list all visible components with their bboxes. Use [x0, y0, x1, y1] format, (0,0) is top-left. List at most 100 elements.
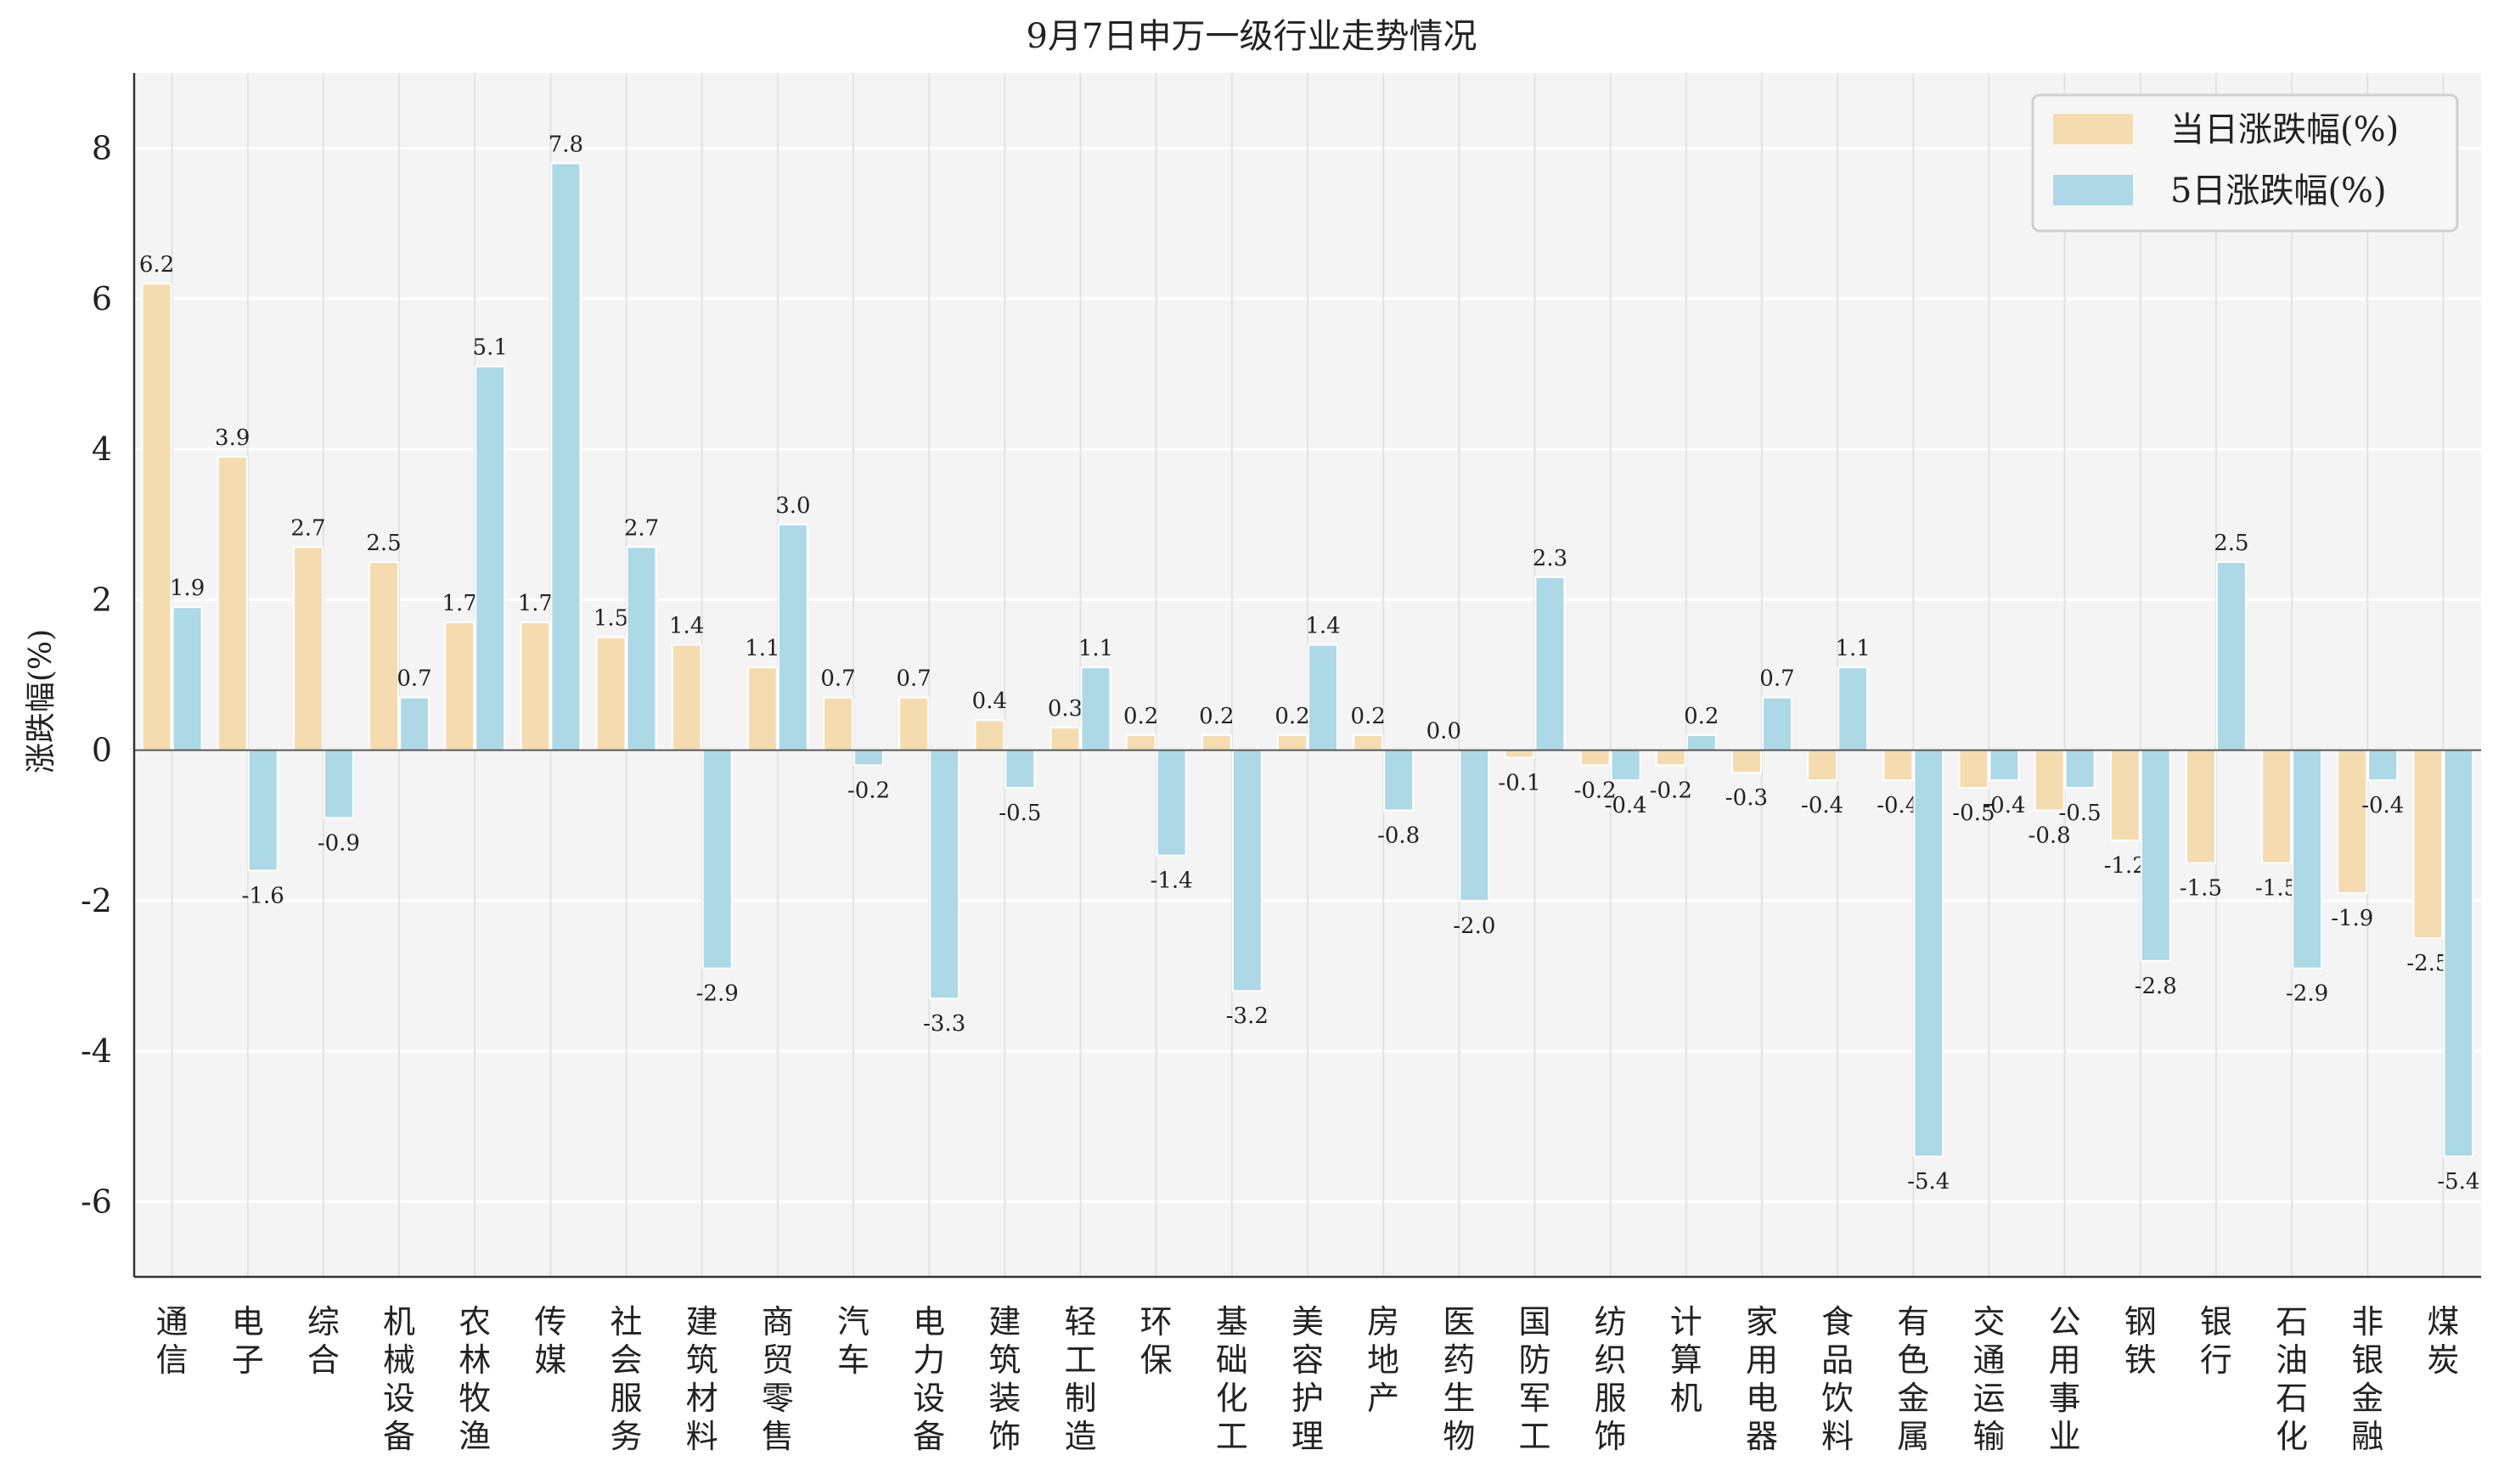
- x-tick-label: 社会服务: [611, 1303, 643, 1455]
- bar-daily: [1201, 734, 1232, 751]
- data-label: 1.1: [745, 636, 779, 661]
- bar-daily: [2337, 749, 2368, 895]
- data-label: -0.4: [2361, 793, 2404, 818]
- bar-daily: [1579, 749, 1611, 767]
- x-tick-label: 综合: [307, 1303, 340, 1379]
- data-label: 5.1: [473, 335, 508, 361]
- bar-5day: [2367, 749, 2399, 782]
- data-label: 1.5: [594, 606, 628, 632]
- data-label: -0.5: [999, 801, 1041, 826]
- bar-5day: [1913, 749, 1944, 1158]
- x-tick-label: 电力设备: [913, 1303, 945, 1455]
- data-label: -1.9: [2331, 906, 2373, 931]
- data-label: 1.4: [1305, 614, 1340, 639]
- data-label: 0.7: [820, 666, 855, 692]
- bar-daily: [823, 696, 854, 751]
- bar-5day: [1837, 666, 1869, 751]
- y-tick-label: -2: [81, 882, 112, 919]
- data-label: 0.0: [1426, 719, 1461, 745]
- bar-daily: [2412, 749, 2444, 940]
- x-tick-label: 公用事业: [2049, 1303, 2081, 1455]
- data-label: 2.7: [624, 515, 659, 541]
- x-tick-label: 钢铁: [2124, 1303, 2157, 1379]
- x-tick-label: 汽车: [837, 1303, 869, 1379]
- data-label: -0.5: [1952, 801, 1995, 826]
- data-label: -5.4: [2437, 1169, 2479, 1195]
- data-label: -0.9: [318, 830, 360, 856]
- bar-5day: [1383, 749, 1415, 812]
- x-tick-label: 商贸零售: [762, 1303, 794, 1455]
- bar-daily: [1882, 749, 1914, 782]
- x-tick-label: 电子: [232, 1303, 264, 1379]
- data-label: 0.7: [897, 666, 931, 692]
- data-label: 2.3: [1533, 546, 1567, 571]
- data-label: 1.4: [669, 614, 704, 639]
- bar-5day: [1685, 734, 1717, 751]
- bar-5day: [1534, 576, 1566, 751]
- bar-daily: [2109, 749, 2141, 841]
- legend-label: 5日涨跌幅(%): [2170, 171, 2387, 211]
- bar-5day: [247, 749, 279, 872]
- plot-area: -6 -4 -2 0 2 4 6 8 6.2 1.9 3.9 -1.6 2.7 -0.9 2.5 0.7 1.7…: [81, 73, 2481, 1455]
- bar-daily: [1655, 749, 1686, 767]
- data-label: 0.2: [1684, 704, 1719, 729]
- bar-5day: [2064, 749, 2096, 789]
- data-label: 0.2: [1275, 704, 1309, 729]
- x-tick-label: 建筑装饰: [988, 1303, 1021, 1455]
- bar-daily: [1277, 734, 1308, 751]
- y-tick-label: 0: [92, 732, 112, 769]
- x-tick-label: 美容护理: [1291, 1303, 1324, 1455]
- data-label: -2.0: [1453, 913, 1495, 939]
- bar-5day: [550, 162, 582, 751]
- data-label: -2.9: [2286, 981, 2328, 1007]
- data-label: -0.4: [1605, 793, 1647, 818]
- bar-5day: [2443, 749, 2474, 1158]
- x-tick-label: 银行: [2200, 1303, 2232, 1379]
- bar-daily: [2261, 749, 2293, 864]
- x-tick-label: 国防军工: [1518, 1303, 1550, 1455]
- bar-5day: [1761, 696, 1792, 751]
- bar-5day: [172, 606, 203, 751]
- bar-daily: [1125, 734, 1156, 751]
- bar-5day: [1308, 644, 1338, 751]
- data-label: -1.2: [2104, 853, 2147, 879]
- bar-daily: [974, 719, 1005, 751]
- bar-daily: [2185, 749, 2216, 864]
- bar-daily: [292, 546, 324, 751]
- bar-daily: [1958, 749, 1989, 789]
- bar-daily: [217, 455, 248, 751]
- y-tick-label: -6: [81, 1183, 112, 1220]
- bar-daily: [369, 561, 400, 751]
- bar-daily: [595, 636, 627, 751]
- bar-daily: [671, 644, 702, 751]
- data-label: 7.8: [549, 132, 583, 157]
- bar-5day: [399, 696, 430, 751]
- x-tick-label: 机械设备: [383, 1303, 415, 1455]
- legend-swatch: [2053, 114, 2133, 144]
- bar-daily: [444, 621, 475, 751]
- x-tick-label: 有色金属: [1897, 1303, 1929, 1455]
- data-label: 1.7: [518, 591, 553, 616]
- bar-daily: [898, 696, 930, 751]
- data-label: -3.2: [1226, 1003, 1269, 1029]
- legend-label: 当日涨跌幅(%): [2170, 110, 2399, 149]
- data-label: -3.3: [923, 1011, 965, 1037]
- x-tick-label: 纺织服饰: [1595, 1303, 1627, 1455]
- data-label: 0.4: [972, 689, 1007, 714]
- data-label: 3.9: [215, 425, 250, 451]
- data-label: -0.4: [1983, 793, 2025, 818]
- x-tick-label: 家用电器: [1746, 1303, 1778, 1455]
- data-label: 2.5: [366, 531, 401, 556]
- bar-5day: [323, 749, 354, 819]
- data-label: -0.8: [1377, 824, 1420, 849]
- x-tick-label: 建筑材料: [686, 1303, 718, 1455]
- legend-swatch: [2053, 175, 2133, 205]
- bar-5day: [929, 749, 960, 1000]
- data-label: 1.9: [170, 576, 205, 601]
- data-label: 0.7: [1759, 666, 1794, 692]
- bar-daily: [746, 666, 778, 751]
- x-tick-label: 基础化工: [1216, 1303, 1248, 1455]
- bar-5day: [2140, 749, 2171, 962]
- data-label: -0.5: [2059, 801, 2102, 826]
- chart-title: 9月7日申万一级行业走势情况: [1027, 17, 1477, 56]
